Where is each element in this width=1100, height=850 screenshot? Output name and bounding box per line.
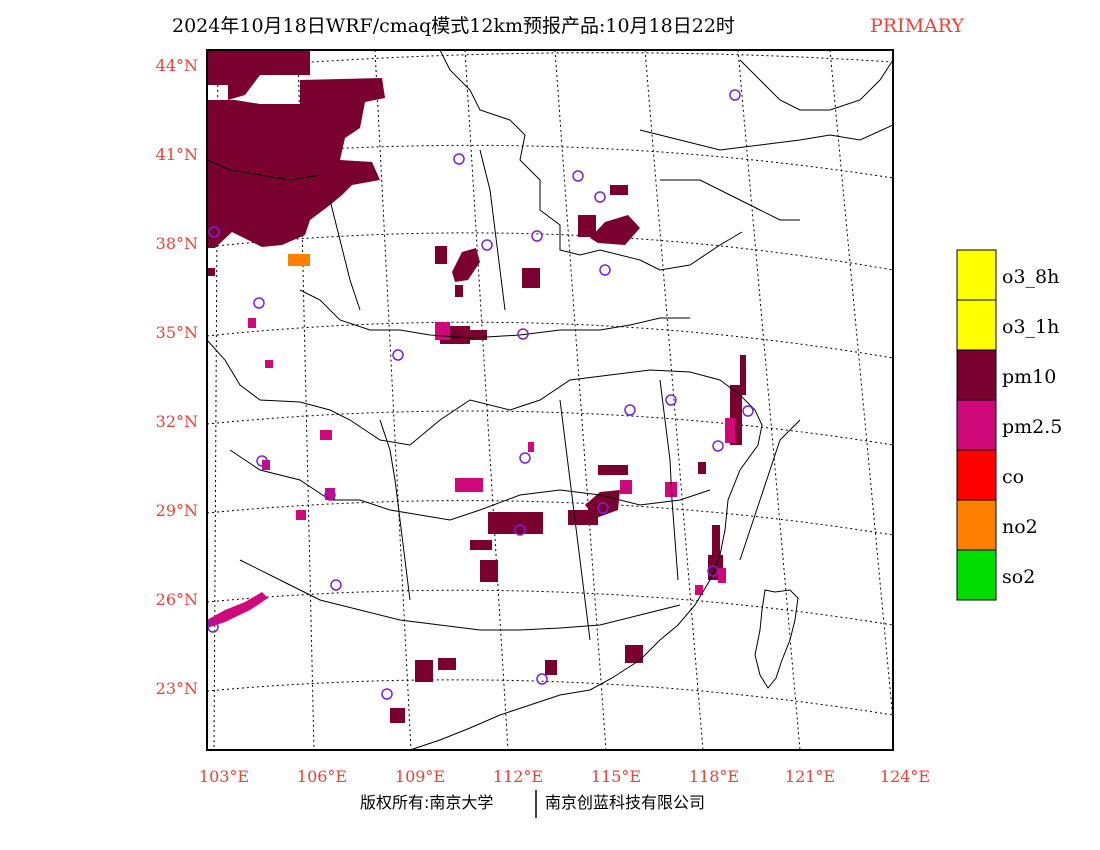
lat-axis: 44°N 41°N 38°N 35°N 32°N 29°N 26°N 23°N <box>156 56 198 698</box>
station-marker <box>707 565 719 577</box>
station-marker <box>208 226 220 238</box>
station-marker <box>597 502 609 514</box>
map-title: 2024年10月18日WRF/cmaq模式12km预报产品:10月18日22时 <box>172 15 735 37</box>
pm25-patches <box>207 318 735 628</box>
station-marker <box>256 455 268 467</box>
pm10-patches <box>207 185 746 723</box>
station-marker <box>712 440 724 452</box>
legend-swatch-so2 <box>956 549 997 601</box>
lat-tick-label: 26°N <box>156 590 198 609</box>
boundary-lines <box>207 50 893 750</box>
lon-tick-label: 121°E <box>785 767 835 786</box>
lon-tick-label: 109°E <box>395 767 445 786</box>
legend-swatch-no2 <box>956 499 997 551</box>
station-marker <box>536 673 548 685</box>
station-marker <box>514 524 526 536</box>
lat-tick-label: 44°N <box>156 56 198 75</box>
station-marker <box>665 394 677 406</box>
legend-label-pm10: pm10 <box>1002 366 1056 388</box>
lat-tick-label: 32°N <box>156 412 198 431</box>
station-marker <box>381 688 393 700</box>
lon-axis: 103°E 106°E 109°E 112°E 115°E 118°E 121°… <box>199 767 930 786</box>
station-marker <box>517 328 529 340</box>
primary-tag: PRIMARY <box>870 15 964 37</box>
legend-label-o3-1h: o3_1h <box>1002 316 1059 338</box>
lon-tick-label: 103°E <box>199 767 249 786</box>
legend-label-no2: no2 <box>1002 516 1038 538</box>
station-marker <box>392 349 404 361</box>
legend-swatch-co <box>956 449 997 501</box>
legend-label-pm25: pm2.5 <box>1002 416 1062 438</box>
no2-patch <box>288 254 310 266</box>
map-plot-area <box>207 50 893 750</box>
station-marker <box>453 153 465 165</box>
station-marker <box>481 239 493 251</box>
station-marker <box>519 452 531 464</box>
legend-label-so2: so2 <box>1002 566 1035 588</box>
lat-tick-label: 23°N <box>156 679 198 698</box>
legend-swatch-pm10 <box>956 349 997 401</box>
station-marker <box>729 89 741 101</box>
lon-tick-label: 124°E <box>880 767 930 786</box>
lon-tick-label: 115°E <box>591 767 641 786</box>
lon-tick-label: 112°E <box>493 767 543 786</box>
plot-frame <box>206 49 894 751</box>
footer-copyright: 版权所有:南京大学 <box>360 793 493 812</box>
station-marker <box>624 404 636 416</box>
lon-tick-label: 106°E <box>297 767 347 786</box>
legend-swatch-pm25 <box>956 399 997 451</box>
monitoring-stations <box>207 89 754 700</box>
station-marker <box>253 297 265 309</box>
lat-tick-label: 41°N <box>156 145 198 164</box>
station-marker <box>599 264 611 276</box>
station-marker <box>594 191 606 203</box>
lon-tick-label: 118°E <box>689 767 739 786</box>
legend-swatch-o3-8h <box>956 249 997 301</box>
lat-tick-label: 38°N <box>156 234 198 253</box>
legend-swatch-o3-1h <box>956 299 997 351</box>
footer-company: 南京创蓝科技有限公司 <box>545 793 705 812</box>
station-marker <box>330 579 342 591</box>
pm10-region-northwest <box>207 50 385 248</box>
legend-label-co: co <box>1002 466 1024 488</box>
station-marker <box>531 230 543 242</box>
lat-tick-label: 35°N <box>156 323 198 342</box>
station-marker <box>742 405 754 417</box>
station-marker <box>324 489 336 501</box>
station-marker <box>572 170 584 182</box>
legend-label-o3-8h: o3_8h <box>1002 266 1059 288</box>
lat-tick-label: 29°N <box>156 501 198 520</box>
legend: o3_8h o3_1h pm10 pm2.5 co no2 so2 <box>956 249 1062 601</box>
